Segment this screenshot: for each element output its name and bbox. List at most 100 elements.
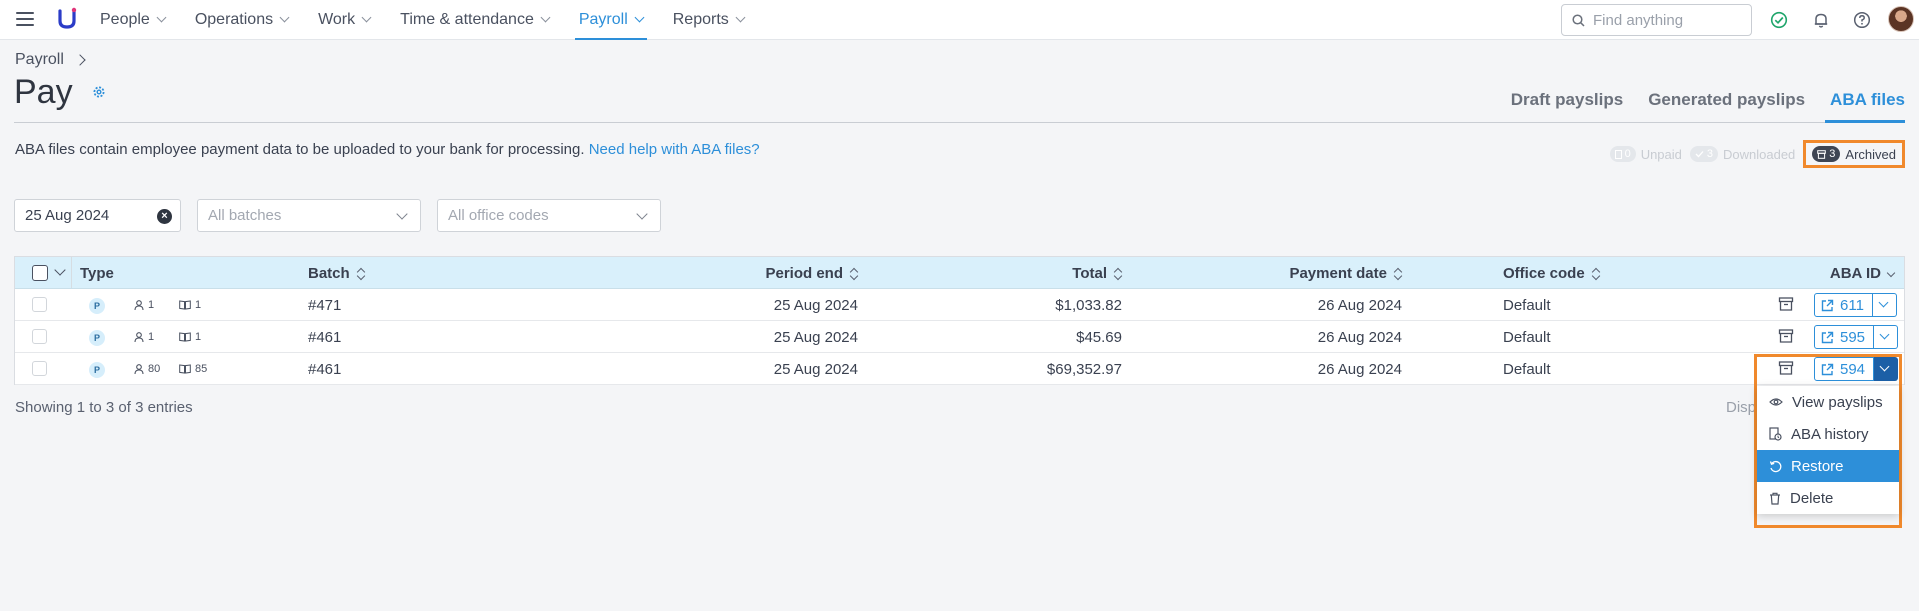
check-circle-icon[interactable] (1770, 11, 1788, 29)
total-cell: $1,033.82 (1055, 297, 1122, 314)
col-header-label: Payment date (1289, 265, 1387, 282)
people-count: 1 (134, 299, 154, 311)
row-actions-dropdown-button[interactable] (1874, 357, 1899, 381)
display-count-label: Disp (1726, 399, 1757, 416)
aba-files-table: Type Batch Period end Total Payment date… (14, 256, 1905, 385)
col-header-batch[interactable]: Batch (308, 265, 365, 282)
archived-count-value: 3 (1829, 148, 1836, 160)
aba-id-value: 594 (1840, 360, 1866, 378)
wallet-icon (1614, 149, 1622, 159)
type-badge: P (89, 330, 105, 346)
office-codes-select[interactable]: All office codes (437, 199, 661, 232)
history-icon (1769, 427, 1782, 441)
nav-item-reports[interactable]: Reports (673, 0, 746, 40)
nav-item-time-attendance[interactable]: Time & attendance (400, 0, 551, 40)
tabs-divider (14, 122, 1905, 123)
gear-icon[interactable] (92, 85, 106, 99)
row-checkbox[interactable] (32, 297, 47, 312)
people-count: 1 (134, 331, 154, 343)
app-logo-icon[interactable] (57, 7, 77, 31)
date-filter[interactable]: 25 Aug 2024 × (14, 199, 181, 232)
unpaid-count-value: 0 (1624, 148, 1631, 160)
col-header-label: ABA ID (1829, 265, 1881, 282)
row-checkbox[interactable] (32, 361, 47, 376)
row-checkbox[interactable] (32, 329, 47, 344)
menu-item-view-payslips[interactable]: View payslips (1757, 386, 1899, 418)
chevron-down-icon (634, 12, 645, 23)
external-link-icon (1821, 299, 1834, 311)
archive-icon[interactable] (1778, 360, 1794, 376)
aba-id-download-button[interactable]: 595 (1814, 325, 1875, 349)
row-actions-dropdown-button[interactable] (1874, 325, 1899, 349)
menu-icon[interactable] (16, 12, 34, 28)
page-tabs: Draft payslips Generated payslips ABA fi… (1486, 90, 1905, 110)
nav-item-work[interactable]: Work (318, 0, 372, 40)
people-count-value: 1 (148, 331, 155, 343)
chevron-down-icon (735, 12, 746, 23)
nav-label: Operations (194, 11, 274, 28)
downloaded-count: 3 (1689, 146, 1719, 162)
menu-item-restore[interactable]: Restore (1757, 450, 1899, 482)
batches-select[interactable]: All batches (197, 199, 421, 232)
unpaid-filter[interactable]: 0 Unpaid (1609, 146, 1682, 162)
col-header-aba-id[interactable]: ABA ID (1829, 265, 1896, 282)
aba-id-download-button[interactable]: 611 (1814, 293, 1873, 317)
downloaded-filter[interactable]: 3 Downloaded (1689, 146, 1796, 162)
col-header-total[interactable]: Total (1072, 265, 1122, 282)
archived-filter[interactable]: 3 Archived (1803, 140, 1905, 168)
tab-generated-payslips[interactable]: Generated payslips (1648, 90, 1806, 109)
downloaded-label: Downloaded (1723, 146, 1796, 162)
book-icon (179, 364, 191, 374)
archive-icon[interactable] (1778, 328, 1794, 344)
payslip-count: 1 (179, 299, 201, 311)
breadcrumb[interactable]: Payroll (15, 51, 86, 69)
sort-icon (850, 268, 858, 280)
payment-date-cell: 26 Aug 2024 (1317, 361, 1402, 378)
table-row[interactable]: P 1 1 #471 25 Aug 2024 $1,033.82 26 Aug … (15, 289, 1904, 321)
nav-item-operations[interactable]: Operations (194, 0, 290, 40)
archive-icon[interactable] (1778, 296, 1794, 312)
avatar[interactable] (1888, 6, 1914, 32)
aba-id-button-group: 611 (1814, 293, 1897, 317)
archived-count: 3 (1812, 146, 1841, 162)
help-link[interactable]: Need help with ABA files? (588, 141, 760, 158)
row-actions-menu: View payslips ABA history Restore Delete (1757, 386, 1899, 514)
nav-item-payroll[interactable]: Payroll (574, 0, 647, 40)
table-row[interactable]: P 1 1 #461 25 Aug 2024 $45.69 26 Aug 202… (15, 321, 1904, 353)
bell-icon[interactable] (1812, 11, 1830, 29)
downloaded-count-value: 3 (1706, 148, 1714, 160)
select-all-checkbox[interactable] (32, 265, 48, 281)
chevron-down-icon (156, 12, 167, 23)
menu-item-aba-history[interactable]: ABA history (1757, 418, 1899, 450)
nav-item-people[interactable]: People (100, 0, 167, 40)
people-count-value: 80 (148, 363, 161, 375)
chevron-down-icon[interactable] (54, 264, 66, 276)
row-actions-dropdown-button[interactable] (1872, 293, 1897, 317)
col-header-period-end[interactable]: Period end (765, 265, 858, 282)
tab-draft-payslips[interactable]: Draft payslips (1510, 90, 1624, 109)
search-input[interactable]: Find anything (1561, 4, 1752, 36)
clear-date-icon[interactable]: × (157, 209, 172, 224)
aba-id-value: 595 (1840, 328, 1866, 346)
sort-icon (1114, 268, 1122, 280)
payslip-count-value: 1 (195, 331, 202, 343)
external-link-icon (1821, 363, 1834, 375)
search-icon (1572, 13, 1585, 27)
table-row[interactable]: P 80 85 #461 25 Aug 2024 $69,352.97 26 A… (15, 353, 1904, 385)
period-end-cell: 25 Aug 2024 (773, 297, 858, 314)
menu-item-label: ABA history (1791, 425, 1869, 443)
trash-icon (1770, 492, 1780, 505)
check-icon (1695, 151, 1704, 158)
col-header-office-code[interactable]: Office code (1503, 265, 1600, 282)
col-header-payment-date[interactable]: Payment date (1289, 265, 1402, 282)
chevron-down-icon (636, 208, 648, 220)
highlight-box (1754, 354, 1902, 528)
help-icon[interactable] (1853, 11, 1871, 29)
person-icon (134, 299, 144, 310)
batch-cell: #461 (308, 361, 342, 378)
menu-item-delete[interactable]: Delete (1757, 482, 1899, 514)
menu-item-label: Delete (1790, 489, 1834, 507)
tab-aba-files[interactable]: ABA files (1830, 90, 1905, 109)
sort-icon (1394, 268, 1402, 280)
payslip-count: 85 (179, 363, 207, 375)
